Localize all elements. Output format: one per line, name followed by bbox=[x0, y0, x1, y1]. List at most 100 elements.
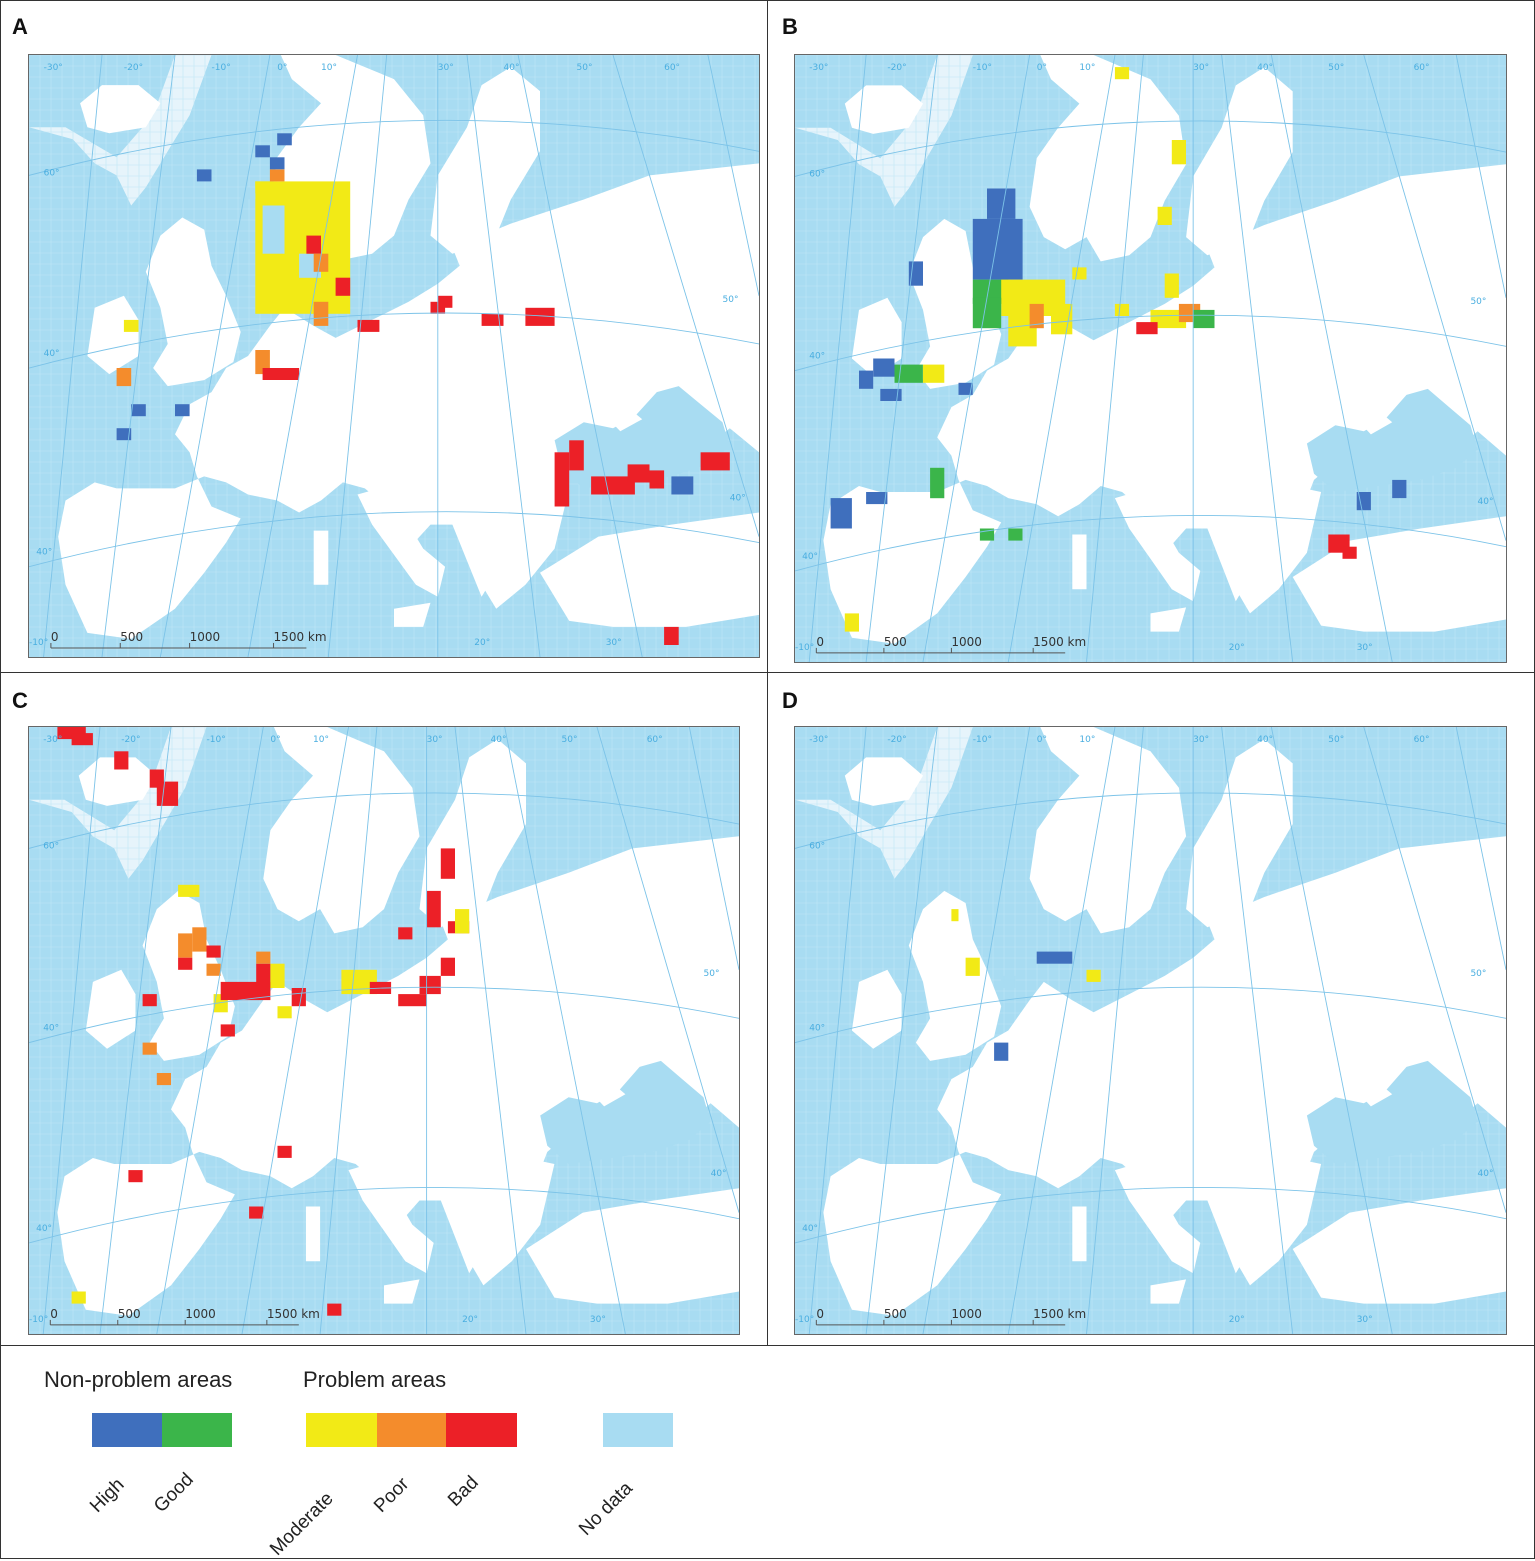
assessment-cell bbox=[306, 235, 321, 254]
meridian-line bbox=[319, 727, 378, 1334]
longitude-label: -10° bbox=[207, 735, 226, 745]
meridian-line bbox=[466, 55, 541, 657]
black-sea bbox=[540, 1060, 711, 1164]
divider-horizontal-legend bbox=[0, 1345, 1535, 1346]
longitude-label: 40° bbox=[1257, 735, 1273, 745]
assessment-cell bbox=[1001, 975, 1016, 988]
assessment-cell bbox=[951, 909, 959, 922]
longitude-label: -20° bbox=[887, 63, 906, 73]
land-balkans bbox=[440, 1151, 555, 1286]
assessment-cell bbox=[873, 358, 895, 377]
meridian-line bbox=[1221, 55, 1294, 662]
longitude-label: 60° bbox=[647, 735, 663, 745]
assessment-cell bbox=[142, 1042, 157, 1055]
longitude-label: 60° bbox=[1414, 735, 1430, 745]
assessment-cell bbox=[1193, 309, 1215, 329]
scale-label: 0 bbox=[51, 630, 59, 644]
longitude-label: -20° bbox=[121, 735, 140, 745]
assessment-cell bbox=[240, 187, 256, 200]
land-ireland bbox=[851, 297, 902, 377]
latitude-label: 40° bbox=[802, 1224, 818, 1234]
parallel-line bbox=[795, 986, 1506, 1044]
meridian-line bbox=[504, 727, 626, 1334]
latitude-label: 40° bbox=[802, 552, 818, 562]
assessment-cell bbox=[844, 613, 859, 632]
assessment-cell bbox=[270, 963, 285, 988]
land-crimea bbox=[1356, 1082, 1393, 1107]
assessment-cell bbox=[255, 145, 270, 158]
land-iceland bbox=[844, 85, 923, 134]
map-c-svg: 60° 50° 40° 40° 40° -30° -20° -10° 0° 10° 30° 40° 50… bbox=[29, 727, 739, 1334]
legend-swatch-poor bbox=[377, 1413, 446, 1447]
land-balkans bbox=[1207, 1151, 1322, 1286]
assessment-cell bbox=[1086, 969, 1101, 982]
land-crimea bbox=[605, 407, 643, 432]
panel-letter-d: D bbox=[782, 688, 798, 713]
map-panel-a: 60° 50° 40° 40° 40° -30° -20° -10° 0° 10° 30° 40° 50… bbox=[28, 54, 760, 658]
scale-label: 0 bbox=[816, 1307, 824, 1321]
longitude-label: -10° bbox=[29, 638, 48, 648]
parallel-line bbox=[29, 312, 759, 369]
meridian-line bbox=[42, 727, 101, 1334]
assessment-cell bbox=[664, 626, 679, 645]
meridian-line bbox=[808, 55, 867, 662]
meridian-line bbox=[517, 55, 643, 657]
assessment-cell bbox=[481, 313, 504, 326]
assessment-cell bbox=[426, 890, 441, 928]
land-crimea bbox=[589, 1082, 626, 1107]
map-panel-d: 60° 50° 40° 40° 40° -30° -20° -10° 0° 10° 30° 40° 50… bbox=[794, 726, 1507, 1335]
assessment-cell bbox=[262, 205, 285, 254]
assessment-cell bbox=[591, 476, 635, 495]
longitude-label: 50° bbox=[1328, 735, 1344, 745]
graticule bbox=[795, 55, 1506, 662]
map-d-svg: 60° 50° 40° 40° 40° -30° -20° -10° 0° 10° 30° 40° 50… bbox=[795, 727, 1506, 1334]
land-italy bbox=[357, 488, 446, 597]
meridian-line bbox=[1007, 55, 1116, 662]
land-continent bbox=[57, 836, 739, 1316]
longitude-label: 20° bbox=[1229, 1315, 1245, 1325]
graticule bbox=[795, 727, 1506, 1334]
scale-label: 1500 km bbox=[274, 630, 327, 644]
assessment-cell bbox=[972, 297, 1002, 329]
assessment-cell bbox=[114, 751, 129, 770]
latitude-label: 40° bbox=[43, 1024, 59, 1034]
assessment-cell bbox=[178, 884, 200, 897]
assessment-cell bbox=[220, 1024, 235, 1037]
assessment-cell bbox=[277, 1145, 292, 1158]
land-turkey bbox=[1292, 1188, 1506, 1304]
assessment-cell bbox=[313, 301, 329, 326]
assessment-cell bbox=[1114, 67, 1130, 80]
meridian-line bbox=[1455, 55, 1506, 298]
parallel-line bbox=[29, 986, 739, 1044]
scale-label: 0 bbox=[816, 635, 824, 649]
land-ireland bbox=[851, 969, 902, 1049]
meridian-line bbox=[865, 727, 938, 1334]
assessment-cell bbox=[327, 1303, 342, 1316]
assessment-cell bbox=[175, 404, 190, 417]
scale-bar: 0 500 1000 1500 km bbox=[49, 1307, 320, 1326]
meridian-line bbox=[922, 727, 1031, 1334]
longitude-label: 20° bbox=[1229, 643, 1245, 653]
assessment-cell bbox=[866, 492, 888, 505]
parallel-line bbox=[795, 515, 1506, 572]
scale-label: 1500 km bbox=[267, 1307, 320, 1321]
longitude-label: 30° bbox=[1193, 63, 1209, 73]
assessment-cell bbox=[398, 994, 427, 1007]
map-panel-b: 60° 50° 40° 40° 40° -30° -20° -10° 0° 10° 30° 40° 50… bbox=[794, 54, 1507, 663]
assessment-cell bbox=[700, 452, 730, 471]
parallel-line bbox=[29, 792, 739, 849]
assessment-cell bbox=[178, 957, 193, 970]
assessment-cell bbox=[249, 1206, 264, 1219]
meridian-line bbox=[1007, 727, 1116, 1334]
land-iceland bbox=[80, 85, 161, 134]
longitude-label: 60° bbox=[1414, 63, 1430, 73]
longitude-label: 50° bbox=[1328, 63, 1344, 73]
assessment-cell bbox=[880, 388, 902, 401]
land-scandinavia bbox=[1029, 727, 1187, 934]
assessment-cell bbox=[958, 382, 973, 395]
land-finland bbox=[1186, 739, 1293, 928]
assessment-cell bbox=[196, 169, 212, 182]
longitude-label: -20° bbox=[887, 735, 906, 745]
parallel-line bbox=[795, 792, 1506, 849]
longitude-label: 30° bbox=[427, 735, 443, 745]
